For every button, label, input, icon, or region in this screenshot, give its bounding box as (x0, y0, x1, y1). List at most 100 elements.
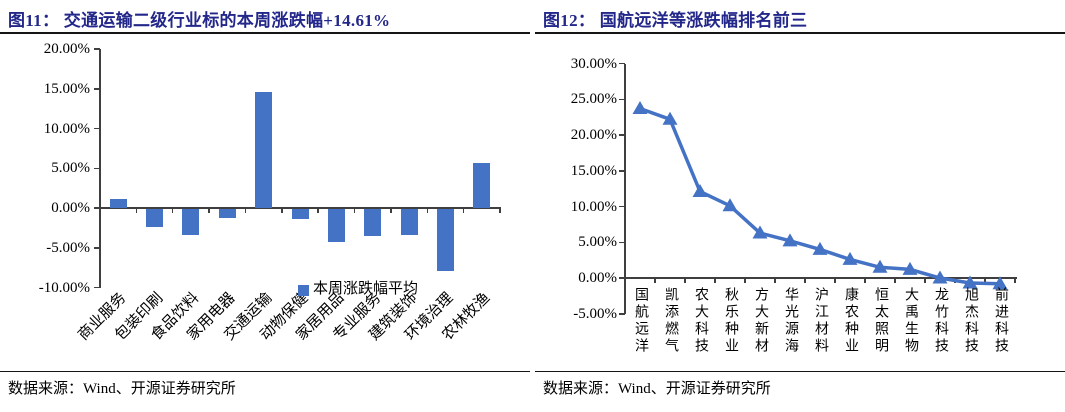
y-axis-tick-mark (94, 127, 100, 130)
y-axis-tick-label: -5.00% (46, 239, 90, 256)
x-axis-line (624, 277, 1017, 279)
triangle-marker-大禹生物 (902, 261, 918, 275)
y-axis-tick-mark (619, 277, 625, 279)
bar-家居用品 (327, 209, 345, 242)
y-axis-tick-label: 20.00% (43, 41, 90, 57)
x-axis-tick-mark (864, 278, 866, 283)
y-axis-tick-label: 10.00% (570, 198, 617, 215)
x-axis-tick-mark (894, 278, 896, 283)
triangle-marker-沪江材料 (812, 241, 828, 255)
fig11-bar-chart: 20.00% 15.00% 10.00% 5.00% 0.00% -5.00% -10.00… (0, 38, 530, 372)
x-axis-tick-mark (624, 278, 626, 283)
y-axis-tick-label: 25.00% (570, 91, 617, 108)
bar-建筑装饰 (400, 209, 418, 236)
x-axis-tick-mark (744, 278, 746, 283)
legend-label: 本周涨跌幅平均 (313, 281, 419, 297)
y-axis-tick-mark (619, 205, 625, 208)
x-axis-tick-mark (244, 208, 247, 213)
x-axis-tick-mark (208, 208, 210, 213)
x-axis-category-label: 华光源海 (783, 287, 798, 355)
y-axis-tick-mark (619, 134, 625, 136)
x-axis-tick-mark (714, 278, 716, 283)
fig12-panel: 图12： 国航远洋等涨跌幅排名前三 30.00% 25.00% 20.00% 15.0… (535, 0, 1065, 412)
y-axis-tick-label: 30.00% (570, 55, 617, 72)
y-axis-tick-label: 0.00% (51, 200, 90, 216)
triangle-marker-龙竹科技 (932, 270, 948, 284)
triangle-marker-旭杰科技 (962, 275, 978, 289)
x-axis-tick-mark (774, 278, 776, 283)
x-axis-tick-mark (426, 208, 429, 213)
fig11-title-rule (0, 32, 530, 34)
y-axis-tick-mark (619, 170, 625, 172)
y-axis-tick-mark (619, 62, 625, 65)
fig11-title: 图11： 交通运输二级行业标的本周涨跌幅+14.61% (8, 11, 391, 30)
y-axis-tick-mark (94, 48, 100, 50)
x-axis-category-label: 前进科技 (993, 287, 1008, 355)
x-axis-tick-mark (390, 208, 392, 213)
y-axis-tick-mark (619, 98, 625, 100)
x-axis-tick-mark (684, 278, 686, 283)
bar-包装印刷 (146, 209, 164, 228)
x-axis-category-label: 恒太照明 (873, 287, 888, 355)
triangle-marker-方大新材 (752, 225, 768, 239)
y-axis-tick-mark (619, 241, 625, 243)
x-axis-line (99, 207, 501, 209)
y-axis-tick-label: 15.00% (43, 80, 90, 97)
y-axis-line (624, 63, 626, 314)
y-axis-tick-label: 15.00% (570, 162, 617, 179)
legend-swatch (298, 285, 309, 296)
x-axis-tick-mark (135, 208, 138, 213)
y-axis-tick-mark (94, 207, 100, 209)
bar-农林牧渔 (473, 163, 491, 208)
x-axis-tick-mark (99, 208, 101, 213)
fig12-line-chart: 30.00% 25.00% 20.00% 15.00% 10.00% 5.00% 0.00%… (535, 38, 1065, 372)
x-axis-tick-mark (984, 278, 986, 283)
x-axis-tick-mark (353, 208, 356, 213)
y-axis-tick-label: -10.00% (38, 279, 90, 296)
triangle-marker-华光源海 (782, 233, 798, 247)
x-axis-tick-mark (317, 208, 319, 213)
x-axis-category-label: 康农种业 (843, 287, 858, 355)
bar-专业服务 (364, 209, 382, 237)
x-axis-category-label: 龙竹科技 (933, 287, 948, 355)
y-axis-tick-label: 5.00% (578, 234, 617, 251)
y-axis-tick-label: 10.00% (43, 120, 90, 137)
x-axis-category-label: 农大科技 (693, 287, 708, 355)
triangle-marker-前进科技 (992, 276, 1008, 290)
bar-家用电器 (218, 209, 236, 218)
bar-交通运输 (255, 91, 273, 208)
y-axis-tick-mark (94, 88, 100, 90)
x-axis-category-label: 旭杰科技 (963, 287, 978, 355)
triangle-marker-凯添燃气 (662, 111, 678, 125)
line-series (632, 101, 1008, 290)
y-axis-tick-label: 5.00% (51, 160, 90, 177)
x-axis-category-label: 方大新材 (753, 287, 768, 355)
fig11-source: 数据来源：Wind、开源证券研究所 (8, 381, 236, 397)
fig12-source: 数据来源：Wind、开源证券研究所 (543, 381, 771, 397)
fig11-bottom-rule (0, 371, 530, 372)
y-axis-tick-mark (94, 167, 100, 169)
x-axis-category-label: 国航远洋 (633, 287, 648, 355)
bar-环境治理 (436, 209, 454, 271)
y-axis-tick-mark (619, 313, 625, 315)
triangle-marker-康农种业 (842, 251, 858, 265)
y-axis-tick-mark (94, 247, 100, 249)
x-axis-tick-mark (1014, 278, 1016, 283)
fig11-panel: 图11： 交通运输二级行业标的本周涨跌幅+14.61% 20.00% 15.00%… (0, 0, 530, 412)
x-axis-tick-mark (281, 208, 283, 213)
bar-动物保健 (291, 209, 309, 219)
y-axis-line (99, 49, 101, 288)
fig12-title-rule (535, 32, 1065, 34)
x-axis-tick-mark (804, 278, 806, 283)
x-axis-tick-mark (499, 208, 501, 213)
y-axis-tick-label: 20.00% (570, 127, 617, 143)
y-axis-tick-label: 0.00% (578, 270, 617, 286)
x-axis-tick-mark (654, 278, 656, 283)
bar-食品饮料 (182, 209, 200, 236)
x-axis-tick-mark (924, 278, 926, 283)
fig12-bottom-rule (535, 371, 1065, 372)
triangle-marker-农大科技 (692, 183, 708, 197)
x-axis-category-label: 大禹生物 (903, 287, 918, 355)
bar-商业服务 (109, 199, 127, 208)
